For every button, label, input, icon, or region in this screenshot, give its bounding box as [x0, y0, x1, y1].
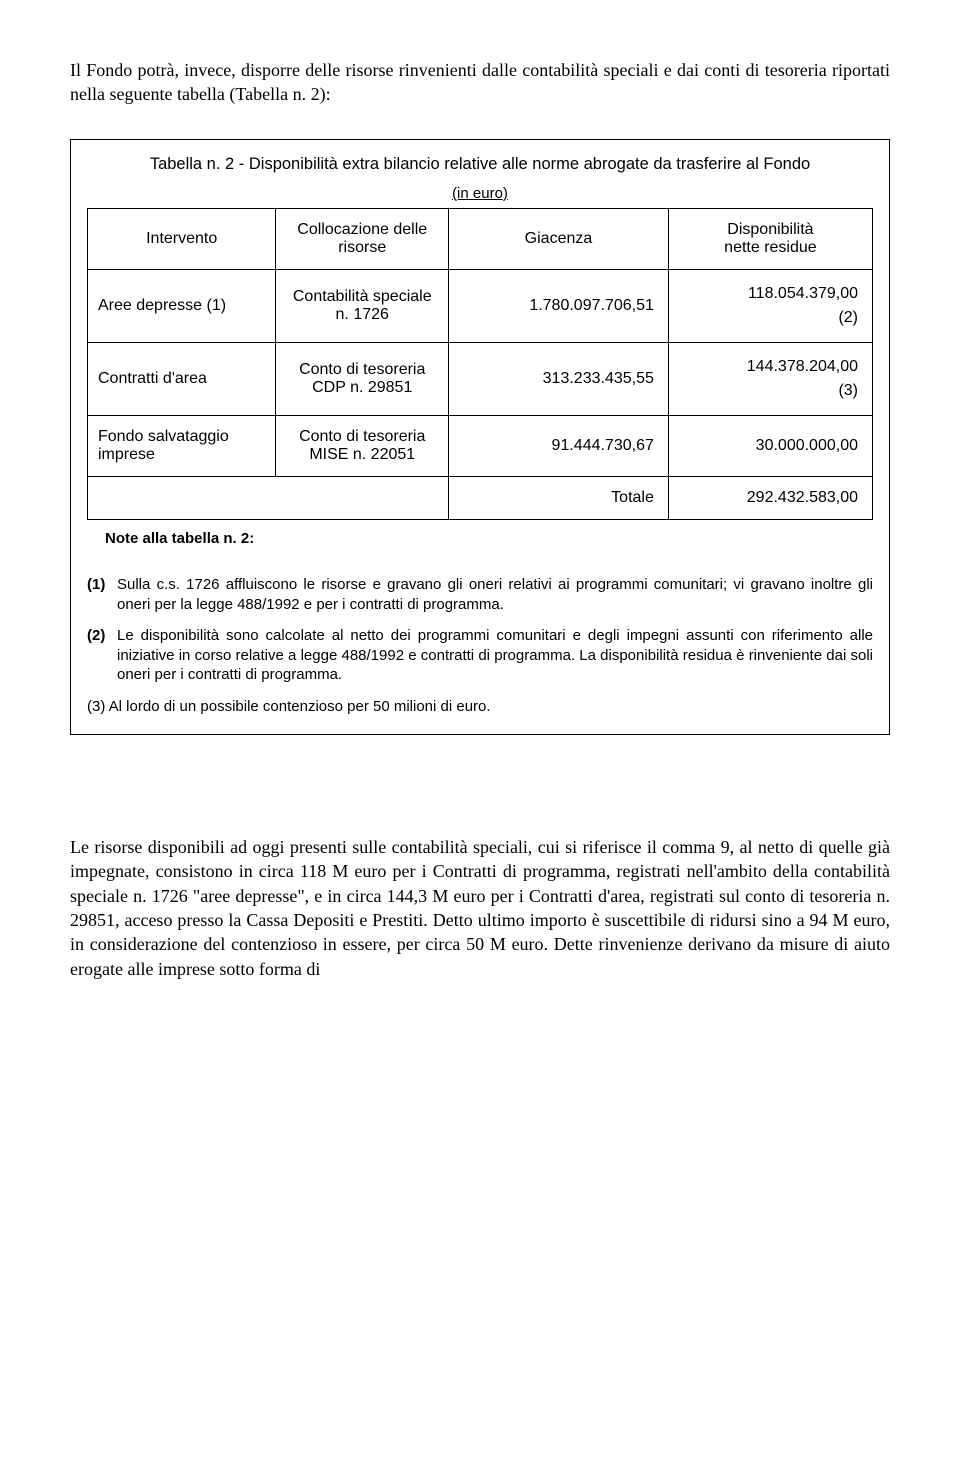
- footnote-2-num: (2): [87, 626, 117, 685]
- table-row: Contratti d'area Conto di tesoreria CDP …: [88, 343, 873, 416]
- footnote-2-text: Le disponibilità sono calcolate al netto…: [117, 626, 873, 685]
- table-row: Aree depresse (1) Contabilità speciale n…: [88, 270, 873, 343]
- cell-intervento: Contratti d'area: [88, 343, 276, 416]
- table-row: Fondo salvataggio imprese Conto di tesor…: [88, 416, 873, 477]
- cell-collocazione: Conto di tesoreria CDP n. 29851: [276, 343, 449, 416]
- cell-collocazione: Conto di tesoreria MISE n. 22051: [276, 416, 449, 477]
- header-disponibilita: Disponibilità nette residue: [668, 209, 872, 270]
- table-unit-label: (in euro): [87, 185, 873, 202]
- header-disp-l2: nette residue: [724, 239, 817, 256]
- table-container: Tabella n. 2 - Disponibilità extra bilan…: [70, 139, 890, 735]
- footnotes-block: (1) Sulla c.s. 1726 affluiscono le risor…: [87, 575, 873, 716]
- table-total-row: Totale 292.432.583,00: [88, 477, 873, 520]
- cell-giacenza: 1.780.097.706,51: [449, 270, 669, 343]
- total-value: 292.432.583,00: [668, 477, 872, 520]
- document-page: Il Fondo potrà, invece, disporre delle r…: [0, 0, 960, 1059]
- disp-value: 118.054.379,00: [748, 285, 858, 302]
- total-empty: [88, 477, 449, 520]
- cell-disponibilita: 118.054.379,00 (2): [668, 270, 872, 343]
- disp-note: (3): [838, 382, 858, 399]
- cell-disponibilita: 30.000.000,00: [668, 416, 872, 477]
- disp-note: (2): [838, 309, 858, 326]
- notes-heading: Note alla tabella n. 2:: [105, 530, 873, 547]
- table-title: Tabella n. 2 - Disponibilità extra bilan…: [87, 154, 873, 175]
- cell-collocazione: Contabilità speciale n. 1726: [276, 270, 449, 343]
- disp-value: 144.378.204,00: [747, 358, 858, 375]
- footnote-1-num: (1): [87, 575, 117, 614]
- header-intervento: Intervento: [88, 209, 276, 270]
- intro-paragraph: Il Fondo potrà, invece, disporre delle r…: [70, 58, 890, 107]
- cell-disponibilita: 144.378.204,00 (3): [668, 343, 872, 416]
- header-giacenza: Giacenza: [449, 209, 669, 270]
- header-collocazione: Collocazione delle risorse: [276, 209, 449, 270]
- footnote-3: (3) Al lordo di un possibile contenzioso…: [87, 697, 873, 717]
- cell-giacenza: 313.233.435,55: [449, 343, 669, 416]
- header-disp-l1: Disponibilità: [727, 221, 813, 238]
- data-table: Intervento Collocazione delle risorse Gi…: [87, 208, 873, 520]
- table-header-row: Intervento Collocazione delle risorse Gi…: [88, 209, 873, 270]
- footnote-1: (1) Sulla c.s. 1726 affluiscono le risor…: [87, 575, 873, 614]
- cell-giacenza: 91.444.730,67: [449, 416, 669, 477]
- footnote-2: (2) Le disponibilità sono calcolate al n…: [87, 626, 873, 685]
- total-label: Totale: [449, 477, 669, 520]
- closing-paragraph: Le risorse disponibili ad oggi presenti …: [70, 835, 890, 981]
- cell-intervento: Aree depresse (1): [88, 270, 276, 343]
- cell-intervento: Fondo salvataggio imprese: [88, 416, 276, 477]
- footnote-1-text: Sulla c.s. 1726 affluiscono le risorse e…: [117, 575, 873, 614]
